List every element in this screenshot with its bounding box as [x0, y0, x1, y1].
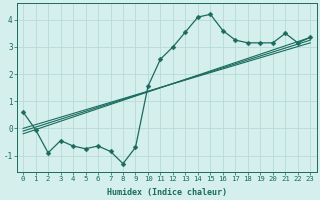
X-axis label: Humidex (Indice chaleur): Humidex (Indice chaleur)	[107, 188, 227, 197]
